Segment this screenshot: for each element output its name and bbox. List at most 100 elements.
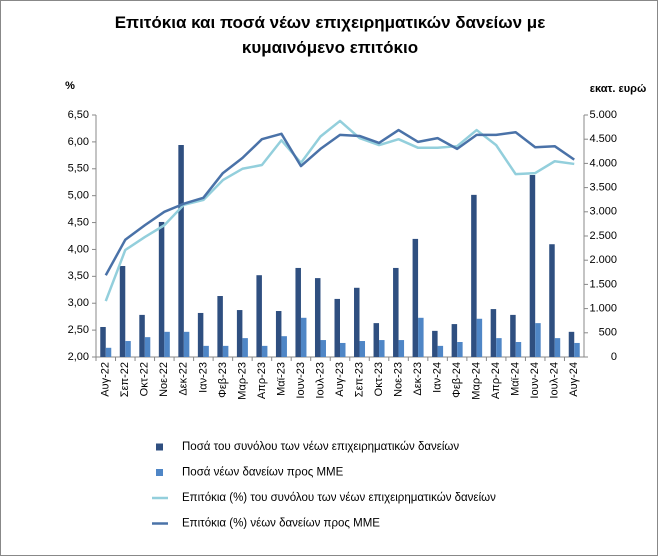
x-tick-label: Μαρ-24 bbox=[471, 362, 483, 400]
legend-label: Επιτόκια (%) νέων δανείων προς ΜΜΕ bbox=[182, 518, 380, 530]
bar bbox=[471, 194, 477, 357]
x-tick-label: Ιαν-24 bbox=[432, 362, 444, 393]
bar bbox=[554, 338, 561, 357]
bar bbox=[412, 238, 419, 357]
x-tick-label: Μαρ-23 bbox=[236, 362, 248, 400]
bar bbox=[320, 340, 326, 357]
y2-tick-label: 5.000 bbox=[589, 109, 617, 121]
bar bbox=[295, 267, 301, 357]
y2-tick-label: 500 bbox=[599, 327, 617, 339]
y-tick-label: 6,50 bbox=[68, 109, 89, 121]
x-tick-label: Σεπ-23 bbox=[353, 362, 365, 397]
y2-tick-label: 3.500 bbox=[589, 182, 617, 194]
x-tick-label: Δεκ-22 bbox=[178, 362, 190, 396]
bar bbox=[139, 314, 145, 357]
y-tick-label: 2,00 bbox=[68, 351, 89, 363]
bar bbox=[398, 340, 405, 357]
bar bbox=[510, 314, 516, 357]
bar bbox=[529, 175, 536, 357]
bar bbox=[490, 309, 497, 357]
y-tick-label: 5,00 bbox=[68, 190, 89, 202]
bar bbox=[242, 338, 248, 357]
y2-tick-label: 0 bbox=[611, 351, 617, 363]
x-tick-label: Αυγ-22 bbox=[100, 362, 112, 397]
y2-tick-label: 4.000 bbox=[589, 157, 617, 169]
bar bbox=[144, 337, 151, 357]
bar bbox=[535, 323, 541, 357]
bar bbox=[261, 345, 268, 357]
bar bbox=[451, 324, 458, 357]
chart-title: Επιτόκια και ποσά νέων επιχειρηματικών δ… bbox=[114, 13, 546, 57]
x-tick-label: Αυγ-23 bbox=[334, 362, 346, 397]
y2-tick-label: 1.500 bbox=[589, 278, 617, 290]
bar bbox=[158, 221, 165, 357]
x-tick-label: Ιουν-23 bbox=[295, 362, 307, 399]
x-tick-label: Φεβ-24 bbox=[451, 362, 463, 398]
bar bbox=[549, 244, 555, 357]
bar bbox=[183, 331, 190, 357]
bar bbox=[197, 312, 204, 357]
x-tick-label: Ιουλ-24 bbox=[549, 362, 561, 399]
x-tick-label: Νοε-23 bbox=[392, 362, 404, 397]
legend-label: Επιτόκια (%) του συνόλου των νέων επιχει… bbox=[182, 492, 496, 504]
y-tick-label: 4,00 bbox=[68, 243, 89, 255]
bar bbox=[437, 345, 444, 357]
x-tick-label: Μαϊ-23 bbox=[275, 362, 287, 396]
y-axis-label: % bbox=[65, 80, 75, 92]
line bbox=[104, 128, 575, 276]
line bbox=[104, 119, 575, 302]
y2-tick-label: 2.000 bbox=[589, 254, 617, 266]
bar bbox=[393, 267, 399, 357]
y-tick-label: 3,50 bbox=[68, 270, 89, 282]
y-tick-label: 3,00 bbox=[68, 297, 89, 309]
bar bbox=[379, 340, 385, 357]
bar bbox=[496, 338, 502, 357]
x-tick-label: Αυγ-24 bbox=[568, 362, 580, 397]
bar bbox=[222, 345, 229, 357]
bar bbox=[432, 330, 438, 357]
legend: Ποσά του συνόλου των νέων επιχειρηματικώ… bbox=[152, 441, 496, 530]
bar bbox=[164, 331, 170, 357]
bar bbox=[119, 266, 126, 357]
bar bbox=[217, 296, 223, 357]
bar bbox=[178, 145, 184, 357]
y2-tick-label: 1.000 bbox=[589, 303, 617, 315]
bar bbox=[359, 341, 366, 357]
bar bbox=[457, 341, 463, 357]
bar bbox=[281, 336, 287, 357]
y-tick-label: 6,00 bbox=[68, 136, 89, 148]
x-tick-label: Ιουλ-23 bbox=[314, 362, 326, 399]
y-tick-label: 4,50 bbox=[68, 216, 89, 228]
legend-label: Ποσά νέων δανείων προς ΜΜΕ bbox=[182, 467, 344, 479]
x-tick-label: Απρ-24 bbox=[490, 362, 502, 399]
bar bbox=[105, 347, 112, 357]
bar bbox=[275, 311, 282, 357]
bar bbox=[515, 341, 522, 357]
x-tick-label: Οκτ-23 bbox=[373, 362, 385, 396]
x-tick-label: Ιαν-23 bbox=[197, 362, 209, 393]
bar bbox=[340, 342, 346, 357]
x-tick-label: Φεβ-23 bbox=[217, 362, 229, 398]
x-tick-label: Μαϊ-24 bbox=[510, 362, 522, 396]
x-tick-label: Δεκ-23 bbox=[412, 362, 424, 396]
bar bbox=[334, 298, 340, 357]
x-tick-label: Ιουν-24 bbox=[529, 362, 541, 399]
bar bbox=[354, 287, 360, 357]
bar bbox=[418, 317, 424, 357]
bar bbox=[300, 317, 307, 357]
y2-tick-label: 4.500 bbox=[589, 133, 617, 145]
y2-tick-label: 3.000 bbox=[589, 206, 617, 218]
x-tick-label: Νοε-22 bbox=[158, 362, 170, 397]
legend-swatch bbox=[156, 443, 163, 451]
bar bbox=[236, 310, 243, 357]
legend-swatch bbox=[156, 469, 163, 476]
x-tick-label: Απρ-23 bbox=[256, 362, 268, 399]
bar bbox=[568, 331, 575, 357]
x-tick-label: Σεπ-22 bbox=[119, 362, 131, 397]
y-tick-label: 5,50 bbox=[68, 163, 89, 175]
bar bbox=[373, 323, 380, 357]
bar bbox=[314, 278, 321, 357]
legend-label: Ποσά του συνόλου των νέων επιχειρηματικώ… bbox=[182, 441, 459, 453]
